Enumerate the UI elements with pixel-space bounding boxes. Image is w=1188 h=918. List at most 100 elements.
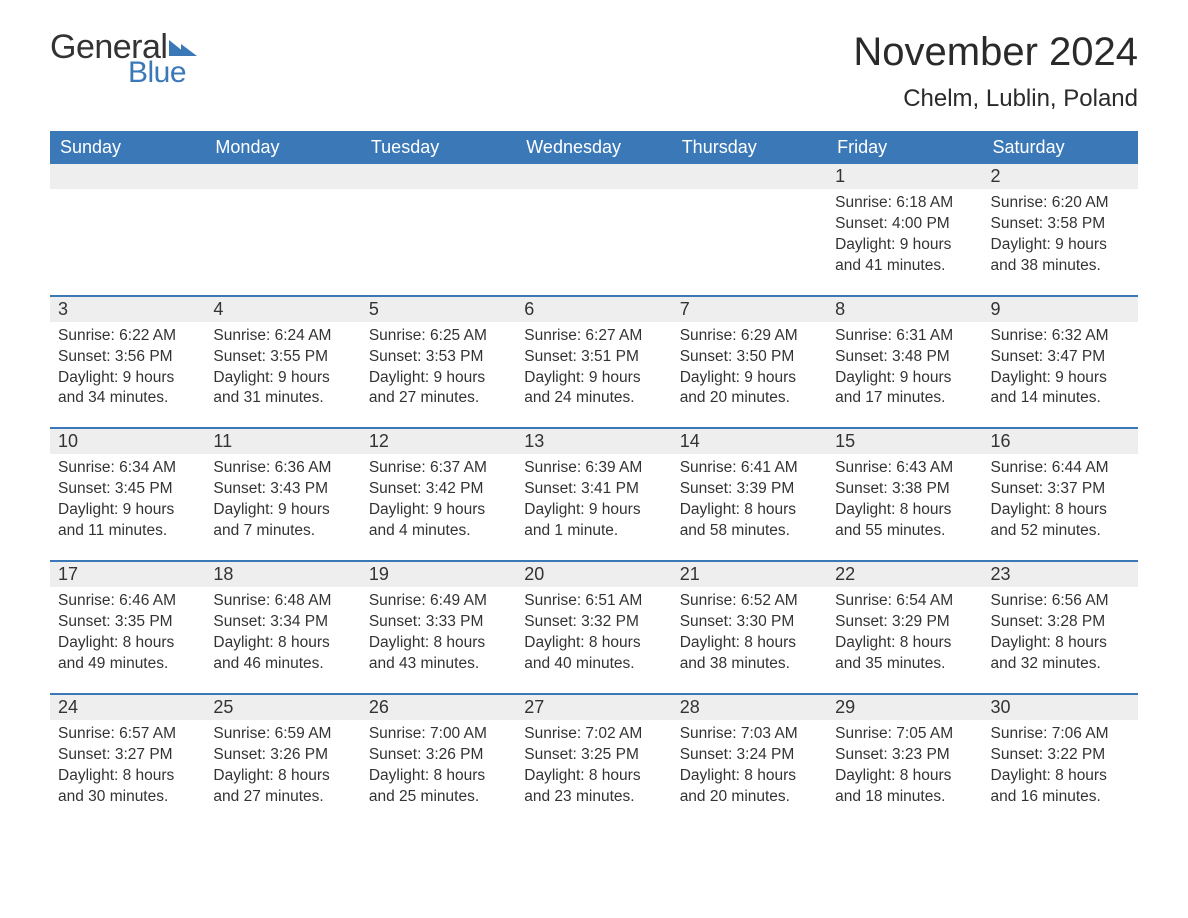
day-data-cell [361,189,516,296]
sunset-text: Sunset: 3:56 PM [58,347,197,368]
sunrise-text: Sunrise: 6:44 AM [991,458,1130,479]
sunrise-text: Sunrise: 6:51 AM [524,591,663,612]
sunrise-text: Sunrise: 7:00 AM [369,724,508,745]
daylight-text: Daylight: 8 hours and 18 minutes. [835,766,974,808]
day-data-cell: Sunrise: 6:49 AMSunset: 3:33 PMDaylight:… [361,587,516,694]
sunset-text: Sunset: 3:23 PM [835,745,974,766]
logo-word-blue: Blue [128,58,197,88]
day-number-cell: 4 [205,297,360,322]
day-number-cell: 2 [983,164,1138,189]
sunrise-text: Sunrise: 6:37 AM [369,458,508,479]
sunrise-text: Sunrise: 7:05 AM [835,724,974,745]
day-data-cell: Sunrise: 6:43 AMSunset: 3:38 PMDaylight:… [827,454,982,561]
day-header: Saturday [983,131,1138,164]
day-data-cell: Sunrise: 6:51 AMSunset: 3:32 PMDaylight:… [516,587,671,694]
sunrise-text: Sunrise: 6:41 AM [680,458,819,479]
day-data-cell: Sunrise: 7:05 AMSunset: 3:23 PMDaylight:… [827,720,982,826]
daylight-text: Daylight: 9 hours and 31 minutes. [213,368,352,410]
daylight-text: Daylight: 8 hours and 16 minutes. [991,766,1130,808]
sunset-text: Sunset: 3:58 PM [991,214,1130,235]
day-number-cell: 10 [50,429,205,454]
daylight-text: Daylight: 8 hours and 46 minutes. [213,633,352,675]
sunset-text: Sunset: 4:00 PM [835,214,974,235]
day-data-cell: Sunrise: 6:39 AMSunset: 3:41 PMDaylight:… [516,454,671,561]
day-data-cell: Sunrise: 6:36 AMSunset: 3:43 PMDaylight:… [205,454,360,561]
sunset-text: Sunset: 3:53 PM [369,347,508,368]
day-number-cell: 29 [827,695,982,720]
sunset-text: Sunset: 3:37 PM [991,479,1130,500]
daylight-text: Daylight: 9 hours and 20 minutes. [680,368,819,410]
sunset-text: Sunset: 3:35 PM [58,612,197,633]
day-number-cell: 28 [672,695,827,720]
day-number-cell: 9 [983,297,1138,322]
day-number-cell: 19 [361,562,516,587]
day-data-cell: Sunrise: 6:25 AMSunset: 3:53 PMDaylight:… [361,322,516,429]
daylight-text: Daylight: 9 hours and 34 minutes. [58,368,197,410]
sunrise-text: Sunrise: 6:48 AM [213,591,352,612]
day-data-cell: Sunrise: 6:22 AMSunset: 3:56 PMDaylight:… [50,322,205,429]
day-data-cell: Sunrise: 6:18 AMSunset: 4:00 PMDaylight:… [827,189,982,296]
day-number-row: 24252627282930 [50,695,1138,720]
daylight-text: Daylight: 9 hours and 27 minutes. [369,368,508,410]
sunset-text: Sunset: 3:48 PM [835,347,974,368]
day-number-cell: 6 [516,297,671,322]
sunset-text: Sunset: 3:43 PM [213,479,352,500]
sunrise-text: Sunrise: 6:36 AM [213,458,352,479]
day-header: Tuesday [361,131,516,164]
day-number-cell: 1 [827,164,982,189]
sunrise-text: Sunrise: 7:03 AM [680,724,819,745]
daylight-text: Daylight: 8 hours and 32 minutes. [991,633,1130,675]
sunrise-text: Sunrise: 6:20 AM [991,193,1130,214]
sunset-text: Sunset: 3:51 PM [524,347,663,368]
day-data-cell [672,189,827,296]
sunset-text: Sunset: 3:32 PM [524,612,663,633]
daylight-text: Daylight: 9 hours and 38 minutes. [991,235,1130,277]
day-number-cell: 11 [205,429,360,454]
logo: General Blue [50,30,197,88]
daylight-text: Daylight: 9 hours and 24 minutes. [524,368,663,410]
day-header: Wednesday [516,131,671,164]
sunset-text: Sunset: 3:34 PM [213,612,352,633]
day-data-cell: Sunrise: 6:29 AMSunset: 3:50 PMDaylight:… [672,322,827,429]
day-number-cell: 3 [50,297,205,322]
sunset-text: Sunset: 3:26 PM [369,745,508,766]
sunrise-text: Sunrise: 6:18 AM [835,193,974,214]
daylight-text: Daylight: 8 hours and 55 minutes. [835,500,974,542]
day-data-cell: Sunrise: 6:31 AMSunset: 3:48 PMDaylight:… [827,322,982,429]
sunrise-text: Sunrise: 7:06 AM [991,724,1130,745]
day-number-cell: 30 [983,695,1138,720]
sunset-text: Sunset: 3:55 PM [213,347,352,368]
sunrise-text: Sunrise: 6:29 AM [680,326,819,347]
daylight-text: Daylight: 9 hours and 41 minutes. [835,235,974,277]
sunset-text: Sunset: 3:45 PM [58,479,197,500]
page-title: November 2024 [853,30,1138,75]
day-data-cell: Sunrise: 6:27 AMSunset: 3:51 PMDaylight:… [516,322,671,429]
sunrise-text: Sunrise: 6:39 AM [524,458,663,479]
daylight-text: Daylight: 8 hours and 40 minutes. [524,633,663,675]
sunrise-text: Sunrise: 6:57 AM [58,724,197,745]
sunset-text: Sunset: 3:33 PM [369,612,508,633]
sunrise-text: Sunrise: 6:59 AM [213,724,352,745]
sunset-text: Sunset: 3:42 PM [369,479,508,500]
daylight-text: Daylight: 8 hours and 35 minutes. [835,633,974,675]
day-number-cell: 23 [983,562,1138,587]
day-number-cell: 21 [672,562,827,587]
daylight-text: Daylight: 8 hours and 52 minutes. [991,500,1130,542]
day-number-cell: 5 [361,297,516,322]
sunset-text: Sunset: 3:41 PM [524,479,663,500]
day-data-cell: Sunrise: 6:41 AMSunset: 3:39 PMDaylight:… [672,454,827,561]
sunrise-text: Sunrise: 6:31 AM [835,326,974,347]
day-number-cell [361,164,516,189]
sunset-text: Sunset: 3:39 PM [680,479,819,500]
day-data-cell: Sunrise: 6:32 AMSunset: 3:47 PMDaylight:… [983,322,1138,429]
daylight-text: Daylight: 9 hours and 1 minute. [524,500,663,542]
daylight-text: Daylight: 8 hours and 20 minutes. [680,766,819,808]
header-block: General Blue November 2024 Chelm, Lublin… [50,30,1138,113]
sunset-text: Sunset: 3:47 PM [991,347,1130,368]
day-data-cell: Sunrise: 7:00 AMSunset: 3:26 PMDaylight:… [361,720,516,826]
day-data-cell: Sunrise: 6:57 AMSunset: 3:27 PMDaylight:… [50,720,205,826]
sunset-text: Sunset: 3:25 PM [524,745,663,766]
day-header: Thursday [672,131,827,164]
day-data-cell [205,189,360,296]
title-block: November 2024 Chelm, Lublin, Poland [853,30,1138,113]
